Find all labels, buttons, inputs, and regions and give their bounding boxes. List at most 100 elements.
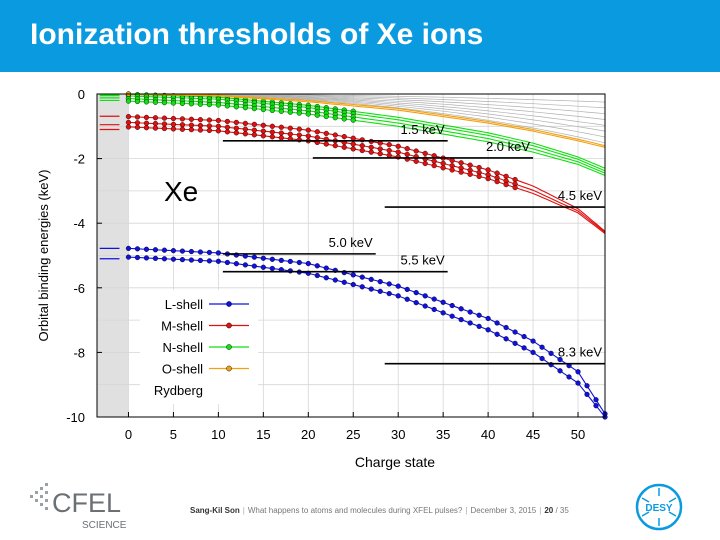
legend-label: Rydberg [154, 383, 203, 398]
series-point-l-shell [179, 248, 186, 254]
series-point-m-shell [251, 127, 257, 133]
series-point-l-shell [161, 247, 168, 253]
series-point-l-shell [512, 329, 518, 335]
footer-page-number: 20 [544, 506, 554, 515]
series-point-l-shell [179, 257, 186, 263]
series-point-l-shell [269, 265, 275, 272]
series-line-n-shell [128, 100, 606, 176]
series-point-m-shell [143, 114, 150, 120]
series-point-l-shell [152, 247, 159, 253]
series-point-m-shell [179, 126, 186, 132]
footer-author: Sang-Kil Son [190, 506, 240, 515]
series-point-l-shell [206, 249, 212, 256]
series-point-l-shell [368, 286, 374, 292]
series-point-m-shell [161, 115, 168, 121]
series-point-l-shell [332, 277, 338, 283]
series-point-n-shell [233, 104, 239, 110]
series-point-m-shell [161, 121, 168, 127]
series-point-l-shell [377, 279, 383, 285]
series-point-m-shell [449, 157, 455, 164]
series-point-m-shell [422, 160, 428, 167]
series-point-n-shell [134, 98, 141, 105]
series-point-m-shell [188, 127, 195, 133]
series-point-m-shell [440, 160, 446, 167]
series-point-m-shell [395, 149, 401, 155]
x-tick-label: 20 [301, 427, 315, 442]
series-point-l-shell [296, 259, 302, 266]
x-tick-label: 0 [125, 427, 132, 442]
threshold-label: 8.3 keV [558, 345, 602, 360]
binding-energy-chart: 1.5 keV 2.0 keV 4.5 keV 5.0 keV 5.5 keV 8.3 k… [36, 87, 608, 470]
series-point-m-shell [260, 128, 266, 134]
x-tick-label: 35 [436, 427, 450, 442]
series-point-m-shell [449, 167, 455, 173]
series-point-m-shell [323, 130, 329, 137]
series-point-m-shell [224, 124, 230, 130]
desy-logo-text: DESY [645, 503, 673, 514]
x-axis-title: Charge state [355, 454, 435, 470]
series-point-l-shell [350, 281, 356, 288]
series-point-l-shell [143, 246, 150, 252]
series-point-m-shell [206, 123, 212, 129]
series-point-n-shell [224, 103, 230, 109]
series-point-m-shell [287, 131, 293, 137]
threshold-label: 5.5 keV [401, 253, 445, 268]
threshold-label: 1.5 keV [401, 122, 445, 137]
series-point-n-shell [188, 101, 195, 107]
series-point-l-shell [197, 257, 203, 264]
series-point-l-shell [215, 258, 221, 264]
series-point-l-shell [323, 265, 329, 271]
series-point-l-shell [350, 272, 356, 278]
series-point-l-shell [557, 368, 563, 374]
series-point-m-shell [134, 120, 141, 126]
series-point-l-shell [422, 293, 428, 299]
series-point-m-shell [404, 146, 410, 152]
series-point-m-shell [197, 127, 203, 133]
series-point-n-shell [287, 109, 293, 115]
footer-talk-title: What happens to atoms and molecules duri… [247, 506, 463, 515]
series-point-m-shell [152, 125, 159, 131]
series-point-l-shell [251, 263, 257, 269]
legend-label: N-shell [163, 340, 204, 355]
series-point-l-shell [143, 255, 150, 261]
series-point-n-shell [179, 100, 186, 107]
series-point-m-shell [215, 123, 221, 129]
series-point-m-shell [260, 133, 266, 139]
y-tick-label: -4 [73, 216, 85, 231]
series-point-m-shell [494, 178, 500, 185]
series-point-m-shell [413, 148, 419, 154]
series-point-m-shell [269, 134, 275, 140]
series-point-m-shell [368, 144, 374, 150]
footer-date: December 3, 2015 [470, 506, 537, 515]
series-point-l-shell [449, 313, 455, 319]
series-point-m-shell [197, 122, 203, 129]
legend-marker [226, 344, 232, 350]
series-point-l-shell [359, 274, 365, 280]
series-point-l-shell [188, 248, 195, 255]
series-point-m-shell [278, 124, 284, 130]
series-line-m-shell [128, 116, 606, 232]
x-tick-label: 10 [211, 427, 225, 442]
series-point-m-shell [197, 117, 203, 123]
series-point-n-shell [350, 117, 356, 123]
series-point-m-shell [314, 135, 320, 141]
series-point-m-shell [440, 165, 446, 171]
series-point-m-shell [170, 121, 177, 127]
series-point-l-shell [503, 336, 509, 342]
series-point-m-shell [485, 176, 491, 182]
series-point-l-shell [458, 317, 464, 323]
series-point-m-shell [305, 133, 311, 139]
series-point-n-shell [206, 101, 212, 108]
series-point-m-shell [188, 116, 195, 122]
series-point-l-shell [485, 327, 491, 333]
series-point-l-shell [593, 403, 599, 409]
series-point-n-shell [296, 110, 302, 116]
series-point-l-shell [224, 259, 230, 266]
series-point-l-shell [422, 303, 428, 309]
series-point-m-shell [377, 151, 383, 157]
element-label: Xe [164, 176, 198, 207]
series-point-n-shell [269, 107, 275, 114]
series-point-m-shell [125, 114, 132, 120]
series-point-l-shell [170, 248, 177, 254]
y-tick-label: -8 [73, 345, 85, 360]
